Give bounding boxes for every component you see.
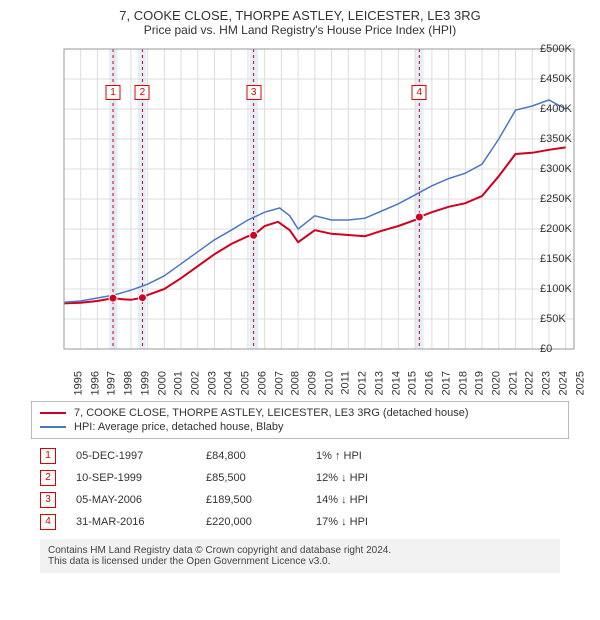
event-number: 3 xyxy=(40,492,56,508)
chart-marker-4: 4 xyxy=(412,85,427,100)
event-price: £189,500 xyxy=(206,494,296,506)
event-row: 3 05-MAY-2006 £189,500 14% ↓ HPI xyxy=(40,489,560,511)
y-tick-label: £0 xyxy=(540,343,580,355)
event-price: £220,000 xyxy=(206,516,296,528)
event-diff: 1% ↑ HPI xyxy=(316,450,426,462)
footer-attribution: Contains HM Land Registry data © Crown c… xyxy=(40,539,560,573)
event-date: 31-MAR-2016 xyxy=(76,516,186,528)
chart-marker-1: 1 xyxy=(105,85,120,100)
y-tick-label: £150K xyxy=(540,253,580,265)
y-tick-label: £250K xyxy=(540,193,580,205)
event-row: 2 10-SEP-1999 £85,500 12% ↓ HPI xyxy=(40,467,560,489)
event-number: 1 xyxy=(40,448,56,464)
event-price: £85,500 xyxy=(206,472,296,484)
y-tick-label: £400K xyxy=(540,103,580,115)
event-number: 4 xyxy=(40,514,56,530)
event-number: 2 xyxy=(40,470,56,486)
legend-swatch xyxy=(40,412,66,414)
event-diff: 17% ↓ HPI xyxy=(316,516,426,528)
chart-marker-3: 3 xyxy=(246,85,261,100)
legend: 7, COOKE CLOSE, THORPE ASTLEY, LEICESTER… xyxy=(31,401,569,439)
event-date: 10-SEP-1999 xyxy=(76,472,186,484)
event-diff: 14% ↓ HPI xyxy=(316,494,426,506)
event-price: £84,800 xyxy=(206,450,296,462)
y-tick-label: £50K xyxy=(540,313,580,325)
event-row: 4 31-MAR-2016 £220,000 17% ↓ HPI xyxy=(40,511,560,533)
legend-item: HPI: Average price, detached house, Blab… xyxy=(40,420,560,434)
legend-label: 7, COOKE CLOSE, THORPE ASTLEY, LEICESTER… xyxy=(74,407,469,419)
legend-item: 7, COOKE CLOSE, THORPE ASTLEY, LEICESTER… xyxy=(40,406,560,420)
chart-marker-2: 2 xyxy=(135,85,150,100)
event-date: 05-MAY-2006 xyxy=(76,494,186,506)
chart-subtitle: Price paid vs. HM Land Registry's House … xyxy=(0,23,600,37)
event-row: 1 05-DEC-1997 £84,800 1% ↑ HPI xyxy=(40,445,560,467)
event-date: 05-DEC-1997 xyxy=(76,450,186,462)
y-tick-label: £100K xyxy=(540,283,580,295)
legend-label: HPI: Average price, detached house, Blab… xyxy=(74,421,284,433)
chart-title: 7, COOKE CLOSE, THORPE ASTLEY, LEICESTER… xyxy=(0,8,600,23)
footer-line-2: This data is licensed under the Open Gov… xyxy=(48,556,552,567)
y-tick-label: £350K xyxy=(540,133,580,145)
y-tick-label: £450K xyxy=(540,73,580,85)
y-tick-label: £200K xyxy=(540,223,580,235)
legend-swatch xyxy=(40,426,66,428)
chart-area: £0 £50K £100K £150K £200K £250K £300K £350K £400… xyxy=(20,43,580,393)
event-diff: 12% ↓ HPI xyxy=(316,472,426,484)
events-table: 1 05-DEC-1997 £84,800 1% ↑ HPI 2 10-SEP-1999 £… xyxy=(40,445,560,533)
y-tick-label: £300K xyxy=(540,163,580,175)
footer-line-1: Contains HM Land Registry data © Crown c… xyxy=(48,545,552,556)
y-tick-label: £500K xyxy=(540,43,580,55)
x-tick-label: 2025 xyxy=(574,371,600,395)
chart-svg xyxy=(20,43,580,393)
